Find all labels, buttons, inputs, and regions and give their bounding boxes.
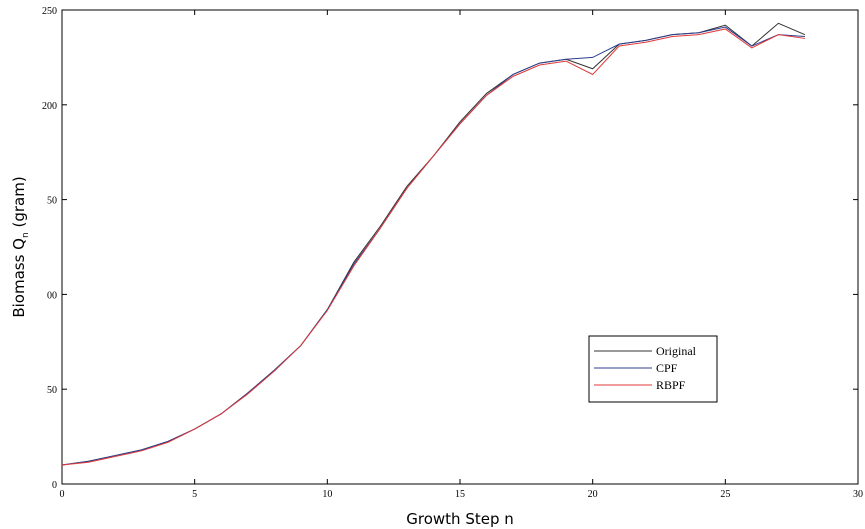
y-tick-label: 00 xyxy=(47,290,57,301)
x-tick-label: 0 xyxy=(60,489,65,500)
y-tick-label: 50 xyxy=(47,385,57,396)
legend: Original CPF RBPF xyxy=(588,335,718,403)
series-line-rbpf xyxy=(61,28,806,466)
axis-ticks: 0 5 10 15 20 25 30 0 50 00 50 200 250 xyxy=(42,6,863,500)
legend-box xyxy=(588,335,718,403)
series-lines xyxy=(61,22,806,466)
legend-label-cpf: CPF xyxy=(656,361,678,375)
x-axis-label: Growth Step n xyxy=(406,510,514,528)
plot-area xyxy=(61,9,859,485)
legend-label-original: Original xyxy=(656,344,697,358)
x-tick-label: 30 xyxy=(853,489,863,500)
y-tick-label: 50 xyxy=(47,196,57,207)
x-tick-label: 15 xyxy=(455,489,465,500)
y-tick-label: 250 xyxy=(42,6,57,17)
legend-label-rbpf: RBPF xyxy=(656,378,686,392)
x-tick-label: 25 xyxy=(720,489,730,500)
y-tick-label: 0 xyxy=(52,480,57,491)
y-tick-label: 200 xyxy=(42,101,57,112)
x-tick-label: 20 xyxy=(588,489,598,500)
x-tick-label: 10 xyxy=(322,489,332,500)
x-tick-label: 5 xyxy=(192,489,197,500)
y-axis-label: Biomass Qn (gram) xyxy=(10,176,31,317)
